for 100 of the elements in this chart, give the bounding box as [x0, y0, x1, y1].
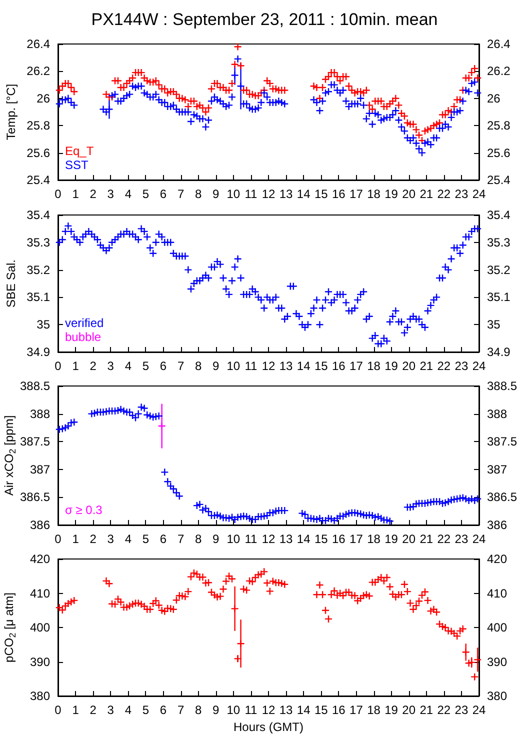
y2-tick-label: 25.6 — [487, 146, 511, 160]
x-tick-label: 4 — [124, 703, 132, 717]
x-tick-label: 10 — [226, 359, 240, 373]
x-tick-label: 5 — [142, 703, 150, 717]
x-tick-label: 6 — [160, 703, 167, 717]
x-tick-label: 9 — [212, 187, 220, 201]
x-tick-label: 7 — [177, 703, 184, 717]
x-tick-label: 5 — [142, 359, 150, 373]
x-tick-label: 15 — [314, 703, 328, 717]
x-tick-label: 7 — [177, 359, 184, 373]
x-tick-label: 5 — [142, 187, 150, 201]
x-tick-label: 22 — [437, 359, 451, 373]
x-tick-label: 20 — [402, 359, 416, 373]
x-tick-label: 15 — [314, 187, 328, 201]
x-tick-label: 12 — [262, 532, 276, 546]
x-tick-label: 2 — [90, 359, 97, 373]
x-tick-label: 0 — [54, 359, 62, 373]
y-tick-label: 26.4 — [26, 37, 50, 51]
y-tick-label: 35.4 — [26, 208, 50, 222]
y-tick-label: 390 — [30, 654, 50, 669]
y-tick-label: 35.2 — [26, 262, 50, 277]
x-tick-label: 18 — [367, 532, 381, 546]
y-tick-label: 26 — [36, 91, 50, 106]
x-tick-label: 24 — [472, 359, 486, 373]
x-tick-label: 13 — [279, 703, 294, 717]
legend-label: bubble — [65, 330, 102, 344]
y2-tick-label: 400 — [487, 620, 508, 634]
x-tick-label: 1 — [72, 532, 80, 546]
y-tick-label: 387 — [30, 462, 50, 476]
x-tick-label: 16 — [332, 532, 346, 546]
y-tick-label: 26.2 — [26, 64, 50, 78]
x-tick-label: 19 — [384, 703, 398, 717]
y-tick-label: 35.1 — [26, 290, 50, 304]
x-tick-label: 9 — [212, 532, 220, 546]
x-tick-label: 3 — [107, 703, 114, 717]
x-tick-label: 5 — [142, 532, 150, 546]
x-tick-label: 20 — [402, 187, 416, 201]
x-tick-label: 18 — [367, 187, 381, 201]
text: σ ≥ 0.3 — [65, 503, 103, 517]
x-axis-title: Hours (GMT) — [234, 720, 304, 734]
x-tick-label: 2 — [90, 532, 97, 546]
x-tick-label: 19 — [384, 359, 398, 373]
x-tick-label: 14 — [296, 703, 311, 717]
x-tick-label: 14 — [296, 532, 311, 546]
x-tick-label: 1 — [72, 703, 80, 717]
x-tick-label: 11 — [244, 703, 258, 717]
y2-tick-label: 420 — [487, 552, 508, 566]
x-tick-label: 8 — [194, 532, 202, 546]
x-tick-label: 10 — [226, 703, 240, 717]
x-tick-label: 3 — [107, 187, 114, 201]
y-tick-label: 35 — [36, 318, 50, 332]
x-tick-label: 10 — [226, 532, 240, 546]
y2-tick-label: 410 — [487, 586, 508, 600]
y-axis-title: pCO2 [μ atm] — [2, 592, 18, 662]
y2-tick-label: 388.5 — [487, 379, 518, 393]
x-tick-label: 13 — [279, 187, 294, 201]
x-tick-label: 18 — [367, 703, 381, 717]
x-tick-label: 0 — [54, 703, 62, 717]
x-tick-label: 6 — [160, 359, 167, 373]
x-tick-label: 3 — [107, 359, 114, 373]
x-tick-label: 16 — [332, 359, 346, 373]
y-tick-label: 400 — [30, 620, 50, 634]
x-tick-label: 24 — [472, 187, 486, 201]
x-tick-label: 12 — [262, 703, 276, 717]
y2-tick-label: 386.5 — [487, 490, 518, 504]
x-tick-label: 23 — [454, 703, 468, 717]
x-tick-label: 11 — [244, 532, 258, 546]
y-tick-label: 388 — [30, 406, 50, 421]
y-tick-label: 34.9 — [26, 345, 50, 359]
x-tick-label: 9 — [212, 359, 220, 373]
x-tick-label: 17 — [350, 532, 364, 546]
x-tick-label: 17 — [350, 359, 364, 373]
y-tick-label: 388.5 — [20, 379, 50, 393]
y2-tick-label: 25.8 — [487, 118, 511, 133]
text: verified — [65, 316, 104, 330]
y-tick-label: 25.4 — [26, 173, 50, 187]
x-tick-label: 14 — [296, 359, 311, 373]
x-tick-label: 19 — [384, 187, 398, 201]
x-tick-label: 24 — [472, 703, 486, 717]
x-tick-label: 23 — [454, 532, 468, 546]
y2-tick-label: 34.9 — [487, 345, 511, 359]
y2-tick-label: 386 — [487, 518, 508, 532]
y-axis-title: SBE Sal. — [4, 259, 18, 308]
x-tick-label: 22 — [437, 187, 451, 201]
x-tick-label: 22 — [437, 532, 451, 546]
x-tick-label: 6 — [160, 532, 167, 546]
text: Eq_T — [65, 144, 94, 158]
x-tick-label: 4 — [124, 187, 132, 201]
x-tick-label: 16 — [332, 187, 346, 201]
y2-tick-label: 35.4 — [487, 208, 511, 222]
x-tick-label: 4 — [124, 532, 132, 546]
y-tick-label: 35.3 — [26, 235, 50, 250]
x-tick-label: 2 — [90, 187, 97, 201]
x-tick-label: 1 — [72, 359, 80, 373]
y2-tick-label: 25.4 — [487, 173, 511, 187]
x-tick-label: 15 — [314, 359, 328, 373]
x-tick-label: 9 — [212, 703, 220, 717]
x-tick-label: 21 — [420, 532, 434, 546]
y-axis-title: Air xCO2 [ppm] — [2, 415, 18, 496]
y-tick-label: 386 — [30, 518, 50, 532]
